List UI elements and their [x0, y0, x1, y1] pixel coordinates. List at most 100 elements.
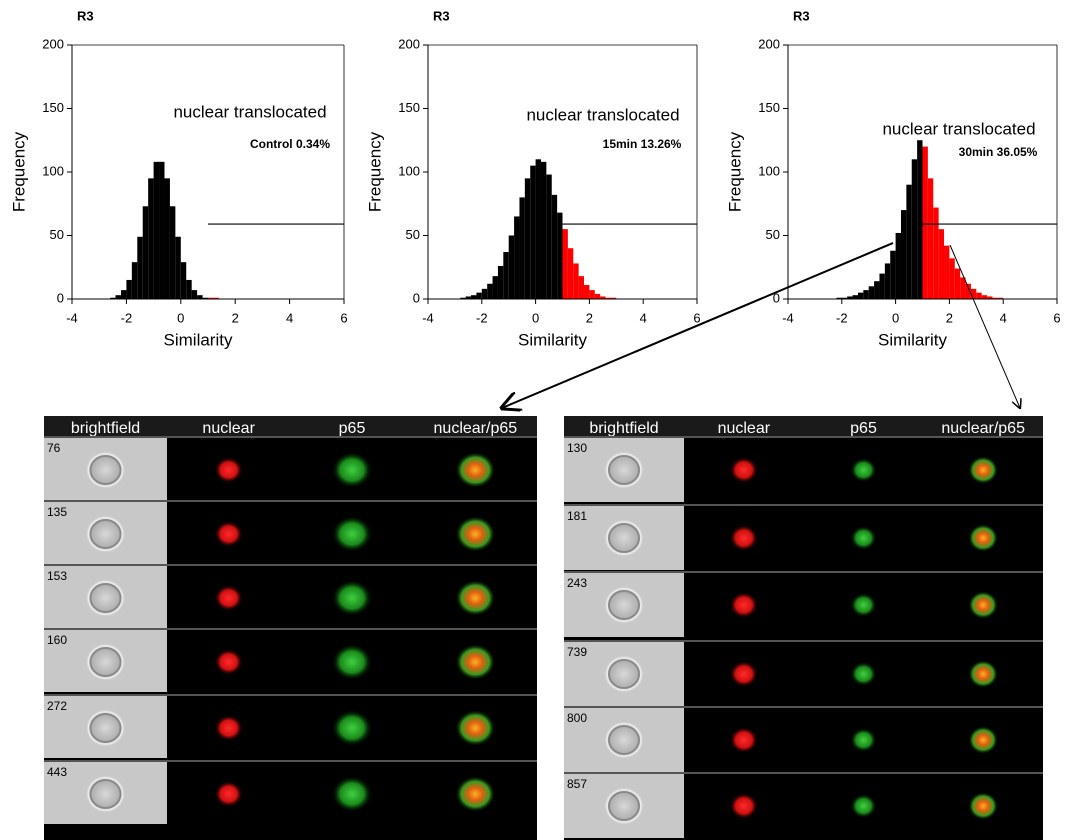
x-axis-label: Similarity [518, 330, 587, 349]
y-tick-label: 100 [42, 163, 64, 178]
cell-image [729, 457, 758, 483]
bar [987, 296, 993, 299]
x-tick-label: 0 [177, 310, 184, 325]
row-id: 857 [567, 777, 587, 791]
cell-outline [608, 725, 640, 755]
bar [573, 263, 579, 299]
row-id: 243 [567, 576, 587, 590]
cell-image [968, 792, 999, 820]
bar [164, 178, 170, 299]
y-tick-label: 50 [50, 227, 64, 242]
column-header: nuclear [202, 420, 255, 437]
bar [460, 297, 466, 299]
cell-image [214, 781, 243, 807]
column-header: brightfield [71, 420, 140, 437]
bar [981, 295, 988, 299]
cell-outline [89, 779, 122, 809]
arrow [502, 242, 894, 408]
row-id: 130 [567, 441, 587, 455]
histogram-chart: -4 -2 0 2 4 6 0 50 100 150 200 R3 Similarity Frequenc… [365, 8, 700, 349]
bar [186, 279, 192, 299]
bar [605, 297, 611, 299]
y-tick-label: 200 [758, 36, 780, 51]
bar [841, 297, 848, 299]
bar [906, 184, 912, 299]
bar [546, 174, 552, 299]
bar [884, 263, 891, 299]
bar [874, 281, 880, 299]
bar [115, 295, 121, 299]
y-tick-label: 0 [57, 290, 64, 305]
x-tick-label: 6 [340, 310, 347, 325]
bar [153, 161, 160, 299]
cell-image [850, 458, 877, 482]
bar [530, 165, 536, 299]
cell-outline [89, 455, 122, 485]
cell-image [332, 710, 372, 746]
x-tick-label: -4 [422, 310, 434, 325]
row-id: 272 [47, 699, 67, 713]
cell-image [455, 644, 496, 680]
bar [126, 279, 132, 299]
bar [492, 276, 498, 299]
cell-image [729, 727, 758, 753]
cell-outline [608, 523, 640, 553]
x-tick-label: -4 [782, 310, 794, 325]
bar [890, 250, 896, 299]
bar [868, 286, 875, 299]
x-tick-label: -4 [66, 310, 78, 325]
y-tick-label: 150 [42, 100, 64, 115]
row-id: 739 [567, 645, 587, 659]
bar [992, 297, 998, 299]
bar [917, 140, 923, 299]
image-gallery: brightfield nuclear p65 nuclear/p65 130 181 24… [564, 416, 1043, 840]
bar [197, 295, 203, 299]
cell-image [455, 710, 496, 746]
bar [465, 296, 472, 299]
bar [191, 290, 198, 299]
bar [976, 292, 982, 299]
stat-label: 15min 13.26% [603, 137, 682, 151]
cell-image [332, 776, 372, 812]
bar [110, 297, 116, 299]
annotation: nuclear translocated [526, 105, 679, 124]
y-tick-label: 150 [758, 100, 780, 115]
histogram-chart: -4 -2 0 2 4 6 0 50 100 150 200 R3 Similarity Frequenc… [725, 8, 1060, 349]
bar [535, 159, 541, 299]
x-tick-label: 6 [693, 310, 700, 325]
stat-label: Control 0.34% [250, 137, 330, 151]
bar [503, 252, 509, 299]
row-id: 76 [47, 441, 61, 455]
x-axis-label: Similarity [164, 330, 233, 349]
bar [594, 293, 601, 299]
cell-image [850, 794, 877, 818]
bar [213, 297, 219, 299]
bar [933, 207, 939, 299]
arrow [949, 244, 1020, 408]
x-tick-label: -2 [476, 310, 488, 325]
column-header: nuclear/p65 [941, 420, 1025, 437]
bar [180, 262, 187, 299]
cell-outline [89, 647, 122, 677]
cell-outline [608, 659, 640, 689]
bar [900, 210, 907, 299]
bar [524, 178, 531, 299]
bar [202, 297, 208, 299]
bar [120, 290, 127, 299]
cell-image [455, 776, 496, 812]
bar [487, 283, 493, 299]
x-tick-label: 6 [1053, 310, 1060, 325]
bar [175, 236, 181, 299]
column-header: brightfield [589, 420, 658, 437]
bar [514, 216, 520, 299]
bar [551, 194, 558, 299]
gallery-header [564, 416, 1043, 437]
bar [169, 206, 176, 299]
cell-image [968, 591, 999, 619]
y-tick-label: 200 [42, 36, 64, 51]
row-id: 181 [567, 509, 587, 523]
bar [954, 268, 961, 299]
bar [997, 297, 1004, 299]
x-tick-label: 2 [946, 310, 953, 325]
